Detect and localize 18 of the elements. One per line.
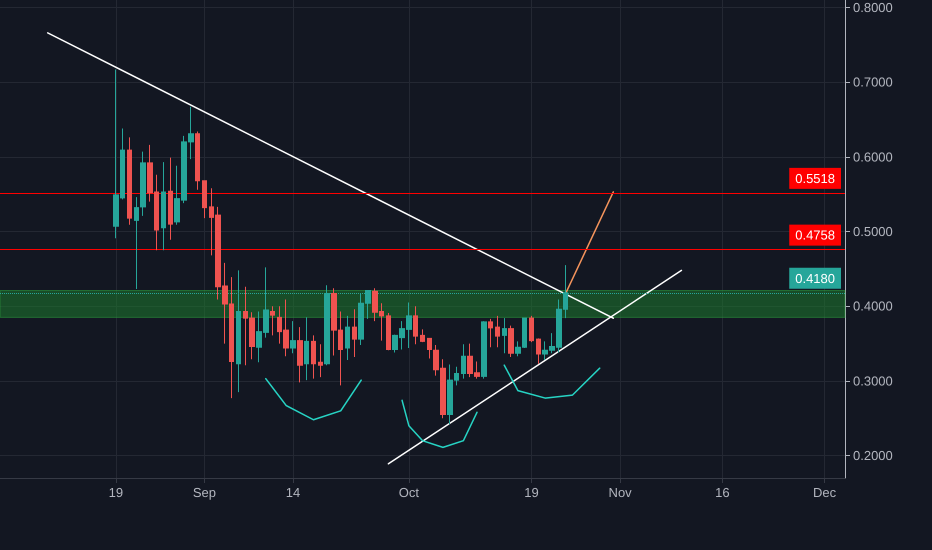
ref-line-label: 0.5518 bbox=[795, 170, 835, 186]
y-tick-label: 0.3000 bbox=[853, 373, 893, 388]
y-tick-label: 0.2000 bbox=[853, 448, 893, 464]
y-tick-label: 0.4000 bbox=[853, 298, 893, 314]
x-tick-label: Oct bbox=[398, 485, 420, 500]
x-tick-label: 19 bbox=[108, 485, 124, 500]
x-tick-label: 14 bbox=[286, 485, 300, 500]
y-tick-label: 0.6000 bbox=[853, 149, 893, 164]
y-tick-label: 0.5000 bbox=[853, 224, 893, 240]
x-tick-label: Sep bbox=[192, 485, 216, 500]
x-tick-label: 16 bbox=[715, 485, 730, 500]
x-tick-label: Nov bbox=[608, 485, 632, 500]
y-tick-label: 0.7000 bbox=[853, 74, 893, 90]
x-tick-label: 19 bbox=[524, 485, 539, 500]
ref-line-label: 0.4758 bbox=[795, 228, 835, 243]
y-tick-label: 0.8000 bbox=[853, 0, 893, 15]
ref-line-label: 0.4180 bbox=[795, 270, 835, 286]
x-tick-label: Dec bbox=[812, 485, 837, 500]
